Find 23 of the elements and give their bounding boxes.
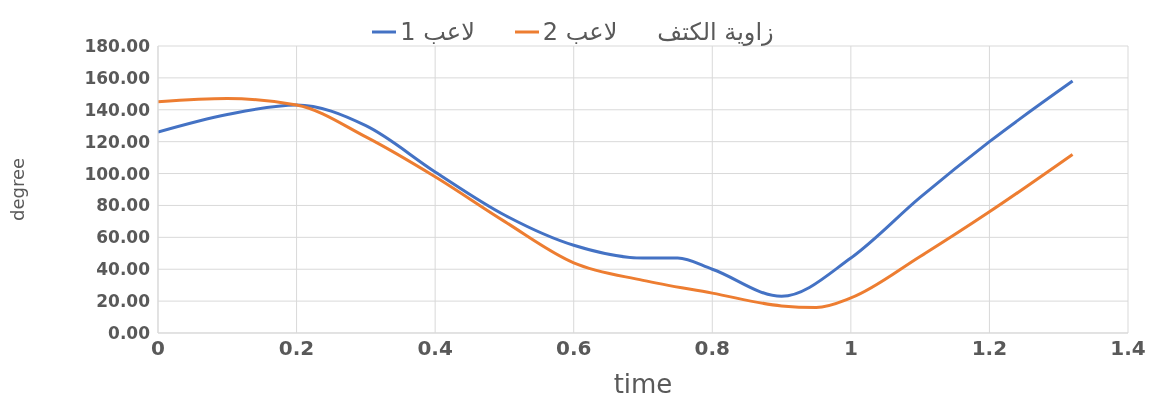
x-tick-label: 0.4 [417, 336, 453, 361]
x-tick-label: 1 [843, 336, 858, 361]
x-tick-label: 0.2 [278, 336, 315, 361]
legend-title: زاوية الكتف [657, 18, 774, 46]
y-tick-label: 140.00 [84, 99, 151, 120]
x-tick-label: 0.6 [556, 336, 592, 361]
y-tick-label: 80.00 [96, 195, 151, 216]
x-tick-label: 0 [151, 336, 165, 361]
y-tick-label: 160.00 [84, 67, 151, 88]
y-tick-label: 180.00 [84, 36, 151, 57]
y-tick-label: 60.00 [96, 227, 151, 248]
x-tick-label: 1.4 [1110, 336, 1146, 361]
x-axis-title: time [613, 369, 673, 399]
y-tick-label: 100.00 [84, 163, 151, 184]
legend-label: لاعب 2 [542, 18, 618, 46]
y-axis-title: degree [7, 157, 29, 222]
y-tick-label: 40.00 [96, 259, 151, 280]
y-tick-label: 20.00 [96, 291, 151, 312]
x-tick-label: 1.2 [971, 336, 1008, 361]
x-tick-label: 0.8 [694, 336, 730, 361]
legend-label: لاعب 1 [400, 18, 475, 46]
y-tick-label: 0.00 [108, 323, 151, 344]
y-tick-label: 120.00 [84, 131, 151, 152]
